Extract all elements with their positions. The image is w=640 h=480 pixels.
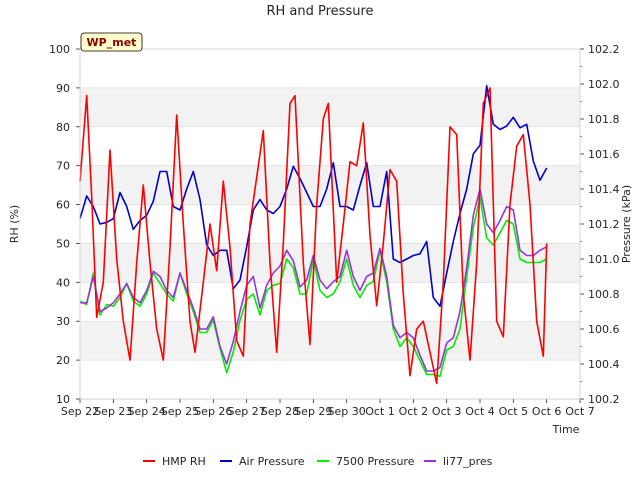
- y-left-tick-label: 90: [56, 82, 70, 95]
- legend: HMP RH Air Pressure 7500 Pressure li77_pres: [143, 455, 493, 468]
- x-tick-label: Oct 3: [432, 405, 462, 418]
- y-right-axis-label: Pressure (kPa): [620, 185, 633, 263]
- y-left-tick-label: 60: [56, 199, 70, 212]
- y-right-tick-label: 101.6: [588, 148, 620, 161]
- x-tick-label: Sep 30: [328, 405, 366, 418]
- x-tick-label: Sep 22: [61, 405, 99, 418]
- series-line-air-pressure: [79, 85, 548, 308]
- x-tick-label: Oct 4: [465, 405, 495, 418]
- badge: WP_met: [80, 32, 143, 52]
- y-right-tick-label: 101.8: [588, 113, 620, 126]
- y-left-tick-label: 10: [56, 393, 70, 406]
- y-left-tick-label: 30: [56, 315, 70, 328]
- y-right-tick-label: 100.2: [588, 393, 620, 406]
- x-tick-label: Oct 6: [532, 405, 562, 418]
- x-tick-label: Oct 1: [365, 405, 395, 418]
- x-axis-label: Time: [552, 423, 580, 436]
- grid-band: [80, 321, 580, 361]
- y-left-tick-label: 40: [56, 276, 70, 289]
- y-right-tick-label: 100.8: [588, 288, 620, 301]
- x-tick-label: Sep 29: [294, 405, 332, 418]
- y-right-axis-ticks: 100.2 100.4 100.6 100.8 101.0 101.2 101.4 101.6…: [580, 43, 620, 406]
- plot-border: [79, 48, 581, 400]
- y-left-tick-label: 20: [56, 354, 70, 367]
- x-tick-label: Sep 26: [194, 405, 232, 418]
- y-left-tick-label: 100: [49, 43, 70, 56]
- legend-label-hmp-rh: HMP RH: [162, 455, 206, 468]
- x-tick-label: Sep 28: [261, 405, 299, 418]
- y-left-axis-label: RH (%): [8, 205, 21, 243]
- x-tick-label: Oct 2: [399, 405, 429, 418]
- grid-band: [80, 165, 580, 205]
- y-right-tick-label: 101.4: [588, 183, 620, 196]
- series-lines: [79, 85, 548, 385]
- y-right-tick-label: 102.2: [588, 43, 620, 56]
- legend-label-li77-pres: li77_pres: [443, 455, 493, 468]
- grid-band: [80, 243, 580, 283]
- legend-label-air-pressure: Air Pressure: [239, 455, 305, 468]
- x-tick-label: Oct 5: [499, 405, 529, 418]
- x-tick-label: Oct 7: [565, 405, 595, 418]
- grid-band: [80, 87, 580, 127]
- y-right-tick-label: 101.0: [588, 253, 620, 266]
- y-left-tick-label: 70: [56, 160, 70, 173]
- series-line-hmp-rh: [79, 87, 548, 385]
- y-right-tick-label: 101.2: [588, 218, 620, 231]
- x-tick-label: Sep 25: [161, 405, 199, 418]
- y-left-axis-ticks: 10 20 30 40 50 60 70 80 90 100: [49, 43, 80, 406]
- legend-label-7500-pressure: 7500 Pressure: [336, 455, 415, 468]
- x-tick-label: Sep 27: [228, 405, 266, 418]
- badge-label: WP_met: [87, 36, 137, 49]
- y-left-tick-label: 80: [56, 121, 70, 134]
- y-right-tick-label: 100.6: [588, 323, 620, 336]
- x-tick-label: Sep 24: [128, 405, 166, 418]
- y-right-tick-label: 100.4: [588, 358, 620, 371]
- series-line-li77-pres: [80, 188, 548, 372]
- y-left-tick-label: 50: [56, 237, 70, 250]
- y-right-tick-label: 102.0: [588, 78, 620, 91]
- x-tick-label: Sep 23: [94, 405, 132, 418]
- axes-frame: [79, 48, 581, 400]
- chart-title: RH and Pressure: [266, 4, 373, 19]
- badge-box: [80, 32, 143, 52]
